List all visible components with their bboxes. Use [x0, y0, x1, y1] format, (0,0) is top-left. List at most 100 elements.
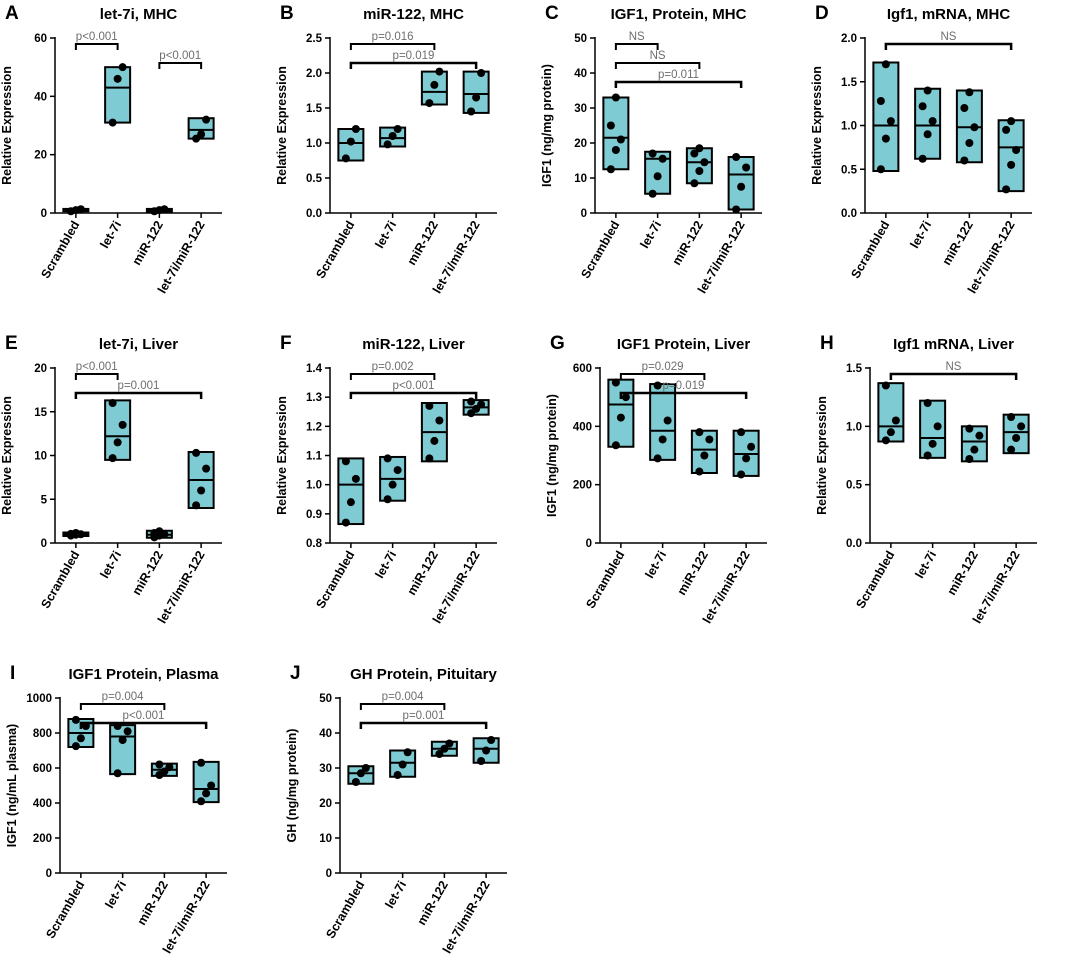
panel-f-ytick-label: 1.3 — [306, 392, 322, 404]
panel-b-significance-label: p=0.019 — [393, 50, 435, 62]
panel-f-ytick-label: 1.4 — [306, 363, 323, 375]
panel-f-ytick-label: 1.1 — [306, 451, 323, 463]
panel-h-data-point — [975, 431, 984, 440]
panel-e-title: let-7i, Liver — [99, 336, 178, 353]
panel-a-ytick-label: 20 — [34, 150, 47, 162]
panel-g-significance-bracket — [619, 373, 706, 380]
panel-g-data-point — [658, 435, 667, 444]
panel-d-data-point — [881, 134, 890, 143]
panel-h-data-point — [923, 399, 932, 407]
panel-h-data-point — [965, 455, 974, 463]
panel-a-ytick-label: 60 — [34, 33, 47, 45]
panel-d-data-point — [1007, 117, 1016, 126]
panel-d-data-point — [918, 102, 927, 111]
panel-i-data-point — [197, 758, 206, 767]
panel-c-box — [602, 96, 630, 171]
panel-d-ytick-label: 0.0 — [841, 208, 857, 220]
panel-g-title: IGF1 Protein, Liver — [617, 336, 751, 353]
panel-c-data-point — [732, 153, 741, 161]
panel-j-significance-bracket — [359, 703, 446, 710]
panel-j-data-point — [351, 778, 360, 786]
panel-j-data-point — [393, 771, 402, 779]
panel-b-data-point — [346, 137, 355, 146]
panel-i-significance-bracket — [79, 721, 208, 729]
panel-g-ytick-label: 600 — [573, 363, 592, 375]
panel-i-letter: I — [10, 663, 15, 684]
panel-e-box — [104, 399, 132, 461]
panel-c-title: IGF1, Protein, MHC — [611, 6, 747, 23]
panel-a-significance-bracket — [158, 62, 203, 69]
panel-e-data-point — [192, 501, 201, 510]
panel-d-box — [872, 61, 900, 172]
panel-i-category-label: miR-122 — [135, 878, 171, 927]
panel-f-data-point — [393, 466, 402, 475]
panel-j-data-point — [445, 739, 454, 748]
panel-b-ytick-label: 0.5 — [306, 173, 323, 185]
panel-d-data-point — [960, 104, 969, 112]
panel-h-ytick-label: 1.0 — [846, 421, 862, 433]
panel-a-data-point — [202, 115, 211, 124]
panel-e-significance-bracket — [74, 373, 119, 380]
panel-h-category-label: miR-122 — [945, 548, 981, 597]
panel-f-significance-label: p<0.001 — [393, 380, 435, 392]
panel-b-ytick-label: 1.5 — [306, 103, 323, 115]
panel-d-data-point — [928, 117, 937, 126]
panel-c-data-point — [653, 172, 662, 181]
panel-f-title: miR-122, Liver — [362, 336, 465, 353]
panel-a-data-point — [118, 63, 127, 72]
panel-h-data-point — [1012, 434, 1021, 442]
panel-j-data-point — [477, 757, 486, 765]
panel-d-title: Igf1, mRNA, MHC — [887, 6, 1011, 23]
panel-f-data-point — [346, 498, 355, 507]
panel-c-data-point — [695, 144, 704, 153]
panel-e-letter: E — [5, 333, 18, 354]
panel-h-ytick-label: 0.0 — [846, 538, 862, 550]
panel-b-data-point — [425, 99, 434, 108]
panel-i-ytick-label: 1000 — [26, 693, 52, 705]
panel-g-box — [607, 378, 635, 448]
panel-b-significance-bracket — [349, 61, 478, 69]
panel-b-ytick-label: 0.0 — [306, 208, 322, 220]
panel-i-category-label: Scrambled — [43, 879, 87, 941]
panel-h-box — [919, 399, 947, 459]
panel-c-ytick-label: 20 — [574, 138, 587, 150]
panel-i-ytick-label: 0 — [46, 868, 52, 880]
panel-b-category-label: miR-122 — [405, 218, 441, 267]
panel-d-data-point — [965, 88, 974, 97]
panel-d-ylabel: Relative Expression — [810, 66, 824, 185]
panel-i-data-point — [71, 742, 80, 751]
panel-d-significance-label: NS — [941, 31, 957, 43]
panel-h-significance-label: NS — [946, 361, 962, 373]
panel-c-category-label: let-7i — [638, 219, 665, 251]
panel-c-category-label: miR-122 — [670, 218, 706, 267]
panel-f-data-point — [425, 401, 434, 410]
panel-a-ytick-label: 40 — [34, 91, 47, 103]
panel-h-data-point — [1007, 413, 1016, 421]
panel-j-ytick-label: 50 — [319, 693, 332, 705]
panel-b-ytick-label: 2.0 — [306, 68, 322, 80]
panel-j-category-label: Scrambled — [323, 879, 367, 941]
panel-g-significance-bracket — [619, 391, 748, 399]
panel-c-data-point — [690, 149, 699, 158]
panel-f-data-point — [435, 416, 444, 425]
panel-c-ylabel: IGF1 (ng/mg protein) — [540, 64, 554, 187]
panel-a-ytick-label: 0 — [41, 208, 47, 220]
panel-f-box — [337, 457, 365, 526]
panel-e-ytick-label: 5 — [41, 494, 48, 506]
panel-i-data-point — [118, 736, 127, 744]
panel-j-data-point — [398, 760, 407, 769]
panel-c-data-point — [606, 121, 615, 130]
panel-i-data-point — [155, 760, 164, 769]
panel-i-data-point — [197, 797, 206, 806]
panel-f-data-point — [477, 400, 486, 409]
panel-b-data-point — [393, 125, 402, 133]
panel-h-data-point — [1007, 445, 1016, 454]
panel-f-category-label: miR-122 — [405, 548, 441, 597]
panel-b-category-label: Scrambled — [313, 219, 357, 281]
panel-e-data-point — [71, 528, 80, 537]
panel-a-box — [104, 66, 132, 124]
panel-f-data-point — [341, 518, 350, 527]
panel-e-data-point — [108, 454, 117, 463]
panel-c-significance-label: p=0.011 — [658, 69, 699, 81]
panel-j-title: GH Protein, Pituitary — [350, 666, 497, 683]
